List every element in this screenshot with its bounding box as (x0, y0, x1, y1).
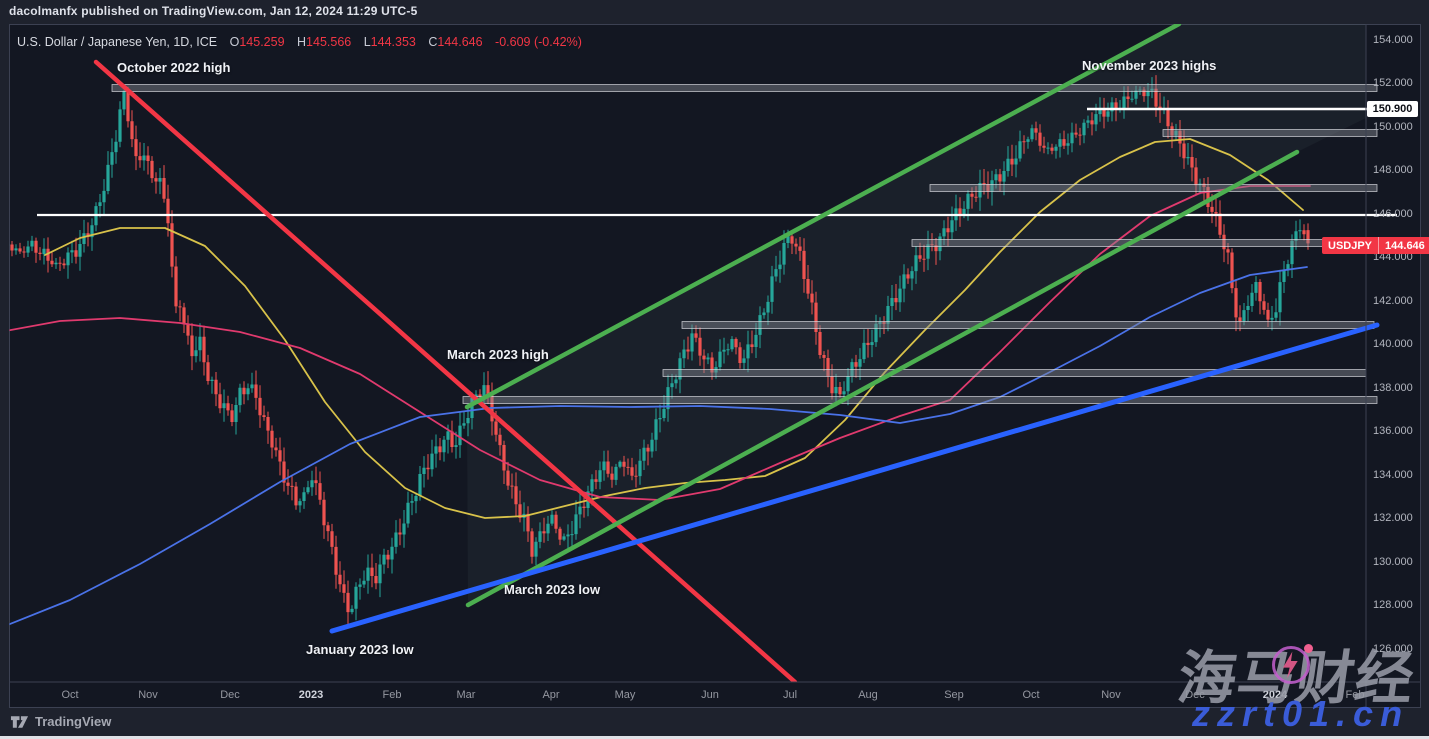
tradingview-footer[interactable]: TradingView (10, 714, 111, 729)
time-tick-label: Oct (1022, 689, 1040, 701)
time-tick-label: 2023 (298, 689, 324, 701)
time-tick-label: May (614, 689, 636, 701)
price-tick-label: 142.000 (1373, 294, 1413, 307)
ma-fast-yellow (44, 138, 1304, 519)
time-tick-label: Apr (542, 689, 560, 701)
badge-divider (1378, 237, 1380, 254)
ohlc-low: L144.353 (363, 35, 416, 49)
price-tick-label: 130.000 (1373, 555, 1413, 568)
time-tick-label: Nov (1101, 689, 1121, 701)
time-tick-label: 2024 (1262, 689, 1288, 701)
ohlc-high: H145.566 (297, 35, 352, 49)
site-url-watermark: zzrt01.cn (1192, 693, 1410, 734)
ma-slow-blue (9, 266, 1308, 626)
price-tick-label: 148.000 (1373, 164, 1413, 176)
january-2023-low: January 2023 low (306, 642, 414, 657)
time-tick-label: Nov (138, 689, 158, 701)
ascending-channel-upper-green-trendline[interactable] (464, 24, 1182, 410)
price-tick-label: 146.000 (1373, 207, 1413, 220)
time-tick-label: Sep (944, 689, 964, 701)
price-tick-label: 128.000 (1373, 599, 1413, 611)
tradingview-logo-icon (10, 715, 29, 728)
chart-frame (9, 24, 1421, 708)
price-tick-label: 132.000 (1373, 512, 1413, 524)
price-axis[interactable]: 154.000 152.000 150.000 148.000 146.000 144.0… (1366, 24, 1421, 682)
descending-resistance-red-trendline[interactable] (93, 59, 798, 682)
time-axis[interactable]: Oct Nov Dec 2023 Feb Mar Apr May Jun Jul Aug Sep Oct… (9, 682, 1421, 708)
price-tick-label: 140.000 (1373, 338, 1413, 350)
supply-demand-zone[interactable] (111, 84, 1378, 92)
level-price-badge: 150.900 (1367, 101, 1418, 117)
time-tick-label: Jun (701, 689, 719, 701)
symbol-title: U.S. Dollar / Japanese Yen, 1D, ICE (17, 35, 218, 49)
change-readout: -0.609 (-0.42%) (495, 35, 582, 49)
price-tick-label: 138.000 (1373, 381, 1413, 394)
march-2023-low: March 2023 low (504, 582, 601, 597)
badge-symbol: USDJPY (1328, 239, 1373, 252)
plot-area[interactable] (0, 24, 1397, 682)
time-tick-label: Dec (220, 689, 240, 701)
ohlc-open: O145.259 (229, 35, 285, 49)
ohlc-close: C144.646 (428, 35, 483, 49)
price-tick-label: 136.000 (1373, 425, 1413, 437)
symbol-legend: U.S. Dollar / Japanese Yen, 1D, ICE O145… (17, 35, 582, 49)
price-tick-label: 134.000 (1373, 468, 1413, 481)
time-tick-label: Mar (456, 689, 476, 701)
publish-header: dacolmanfx published on TradingView.com,… (9, 4, 418, 18)
ascending-channel-fill (467, 24, 1366, 605)
price-tick-label: 126.000 (1373, 642, 1413, 655)
supply-demand-zone[interactable] (462, 396, 1378, 404)
bottom-edge-strip (0, 736, 1429, 739)
time-tick-label: Jul (782, 689, 798, 701)
badge-price-value: 144.646 (1385, 239, 1425, 252)
tradingview-brand: TradingView (35, 714, 112, 729)
supply-demand-zone[interactable] (929, 184, 1378, 192)
time-tick-label: Feb (1345, 689, 1365, 701)
watermark-logo-icon (1272, 646, 1310, 684)
watermark-dot-icon (1304, 644, 1313, 653)
price-tick-label: 154.000 (1373, 33, 1413, 46)
price-tick-label: 144.000 (1373, 251, 1413, 263)
time-tick-label: Aug (858, 689, 878, 701)
supply-demand-zone[interactable] (662, 369, 1367, 377)
price-tick-label: 150.000 (1373, 120, 1413, 133)
ascending-support-blue-trendline[interactable] (329, 322, 1380, 634)
supply-demand-zone[interactable] (681, 321, 1375, 329)
supply-demand-zone[interactable] (1162, 129, 1378, 137)
time-tick-label: Oct (61, 689, 79, 701)
october-2022-high: October 2022 high (117, 60, 231, 75)
ma-mid-pink (9, 185, 1311, 501)
down-candle-bodies (10, 88, 1310, 613)
ascending-channel-lower-green-trendline[interactable] (465, 149, 1300, 608)
march-2023-high: March 2023 high (447, 347, 549, 362)
time-tick-label: Feb (382, 689, 402, 701)
november-2023-highs: November 2023 highs (1082, 58, 1217, 73)
time-tick-label: Dec (1185, 689, 1205, 701)
last-price-badge: USDJPY 144.646 (1322, 237, 1429, 254)
price-tick-label: 152.000 (1373, 77, 1413, 89)
